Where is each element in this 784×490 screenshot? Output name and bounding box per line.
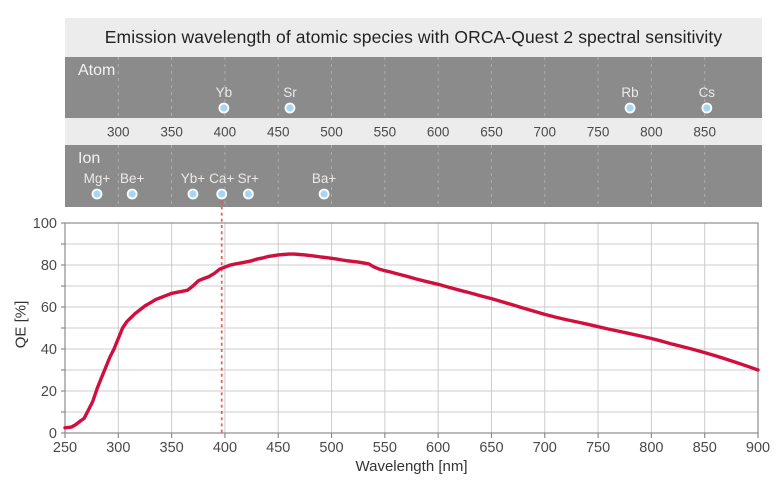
chart-gridlines	[65, 223, 758, 433]
x-tick-label: 350	[160, 440, 184, 456]
ion-band: Ion	[65, 145, 762, 207]
wavelength-scale-strip	[65, 118, 762, 145]
x-tick-label: 400	[213, 440, 237, 456]
axis-ticks: 250 300 350 400 450 500 550 600 650 700 750 800 850 9…	[33, 216, 770, 456]
y-tick-label: 60	[41, 300, 57, 316]
x-tick-label: 750	[586, 440, 610, 456]
atom-band: Atom	[65, 57, 762, 118]
x-tick-label: 500	[319, 440, 343, 456]
atom-band-label: Atom	[78, 62, 116, 79]
x-tick-label: 900	[746, 440, 770, 456]
y-tick-label: 20	[41, 384, 57, 400]
x-tick-label: 650	[479, 440, 503, 456]
x-tick-label: 250	[53, 440, 77, 456]
y-tick-label: 40	[41, 342, 57, 358]
x-tick-label: 450	[266, 440, 290, 456]
y-tick-label: 100	[33, 216, 57, 232]
plot-border	[64, 222, 759, 434]
x-axis-title: Wavelength [nm]	[355, 458, 468, 475]
chart-title-bar: Emission wavelength of atomic species wi…	[65, 18, 762, 57]
x-tick-label: 700	[533, 440, 557, 456]
x-tick-label: 600	[426, 440, 450, 456]
y-tick-label: 80	[41, 258, 57, 274]
x-tick-label: 800	[639, 440, 663, 456]
y-axis-title: QE [%]	[12, 300, 30, 349]
x-tick-label: 550	[373, 440, 397, 456]
ion-band-label: Ion	[78, 150, 101, 167]
x-tick-label: 850	[693, 440, 717, 456]
x-tick-label: 300	[106, 440, 130, 456]
y-tick-label: 0	[49, 426, 57, 442]
chart-title: Emission wavelength of atomic species wi…	[104, 27, 723, 47]
qe-curve	[63, 252, 760, 430]
